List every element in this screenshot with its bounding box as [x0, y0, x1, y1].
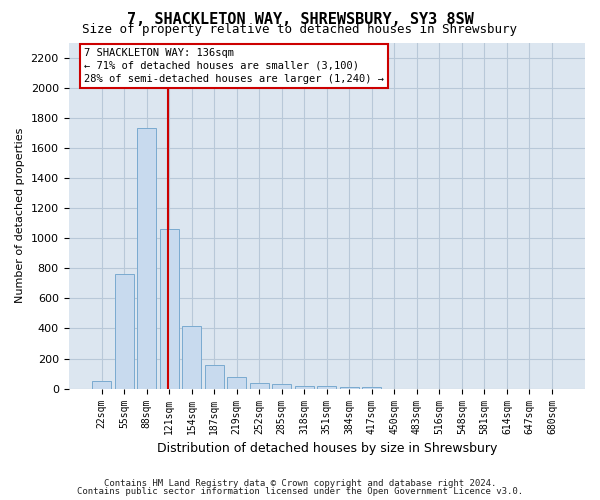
Bar [205, 366, 224, 388]
Bar [250, 384, 269, 388]
Text: Contains public sector information licensed under the Open Government Licence v3: Contains public sector information licen… [77, 487, 523, 496]
Bar [362, 387, 382, 388]
Bar [340, 387, 359, 388]
Bar [182, 326, 201, 388]
Text: Size of property relative to detached houses in Shrewsbury: Size of property relative to detached ho… [83, 24, 517, 36]
Bar [295, 386, 314, 388]
Text: 7, SHACKLETON WAY, SHREWSBURY, SY3 8SW: 7, SHACKLETON WAY, SHREWSBURY, SY3 8SW [127, 12, 473, 28]
Bar [317, 386, 337, 388]
Y-axis label: Number of detached properties: Number of detached properties [15, 128, 25, 304]
Bar [137, 128, 156, 388]
X-axis label: Distribution of detached houses by size in Shrewsbury: Distribution of detached houses by size … [157, 442, 497, 455]
Bar [227, 378, 246, 388]
Text: 7 SHACKLETON WAY: 136sqm
← 71% of detached houses are smaller (3,100)
28% of sem: 7 SHACKLETON WAY: 136sqm ← 71% of detach… [84, 48, 384, 84]
Text: Contains HM Land Registry data © Crown copyright and database right 2024.: Contains HM Land Registry data © Crown c… [104, 478, 496, 488]
Bar [160, 229, 179, 388]
Bar [272, 384, 291, 388]
Bar [115, 274, 134, 388]
Bar [92, 381, 111, 388]
